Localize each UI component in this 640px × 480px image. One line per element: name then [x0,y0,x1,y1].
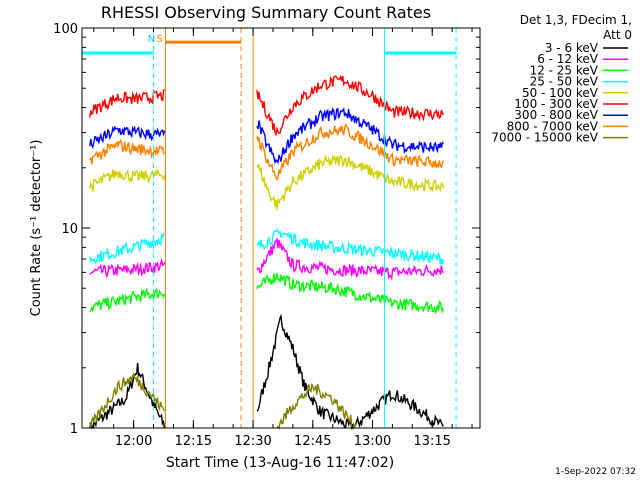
legend-label: 7000 - 15000 keV [491,131,598,145]
series-12-25-kev [89,273,445,315]
series-trace-segment [256,227,445,265]
x-axis-label: Start Time (13-Aug-16 11:47:02) [166,455,394,471]
annotation-n: N [148,34,155,45]
series-7000-15000-kev [89,372,357,431]
legend-entry-300-800-kev: 300 - 800 keV [514,108,628,122]
series-50-100-kev [89,154,445,210]
footer-date: 1-Sep-2022 07:32 [555,467,636,477]
series-trace-segment [256,123,445,181]
legend-entry-3-6-kev: 3 - 6 keV [545,41,628,55]
series-6-12-kev [89,238,444,281]
x-tick-label: 12:15 [175,434,212,449]
series-trace-segment [89,138,165,165]
legend-label: 3 - 6 keV [545,41,599,55]
annotation-s: S [156,34,162,45]
series-trace-segment [89,89,165,118]
series-trace-segment [256,154,445,210]
series-trace-segment [276,383,357,431]
series-trace-segment [256,106,444,165]
legend-entry-7000-15000-kev: 7000 - 15000 keV [491,131,628,145]
series-trace-segment [89,372,166,429]
x-tick-label: 12:45 [294,434,331,449]
series-trace-segment [256,313,444,431]
legend-header-line-1: Det 1,3, FDecim 1, [520,13,632,27]
series-trace-segment [256,74,445,137]
legend-label: 25 - 50 keV [530,75,599,89]
legend-header-line-2: Att 0 [603,28,632,42]
x-tick-label: 12:30 [234,434,271,449]
legend-entry-12-25-kev: 12 - 25 keV [530,63,628,77]
x-tick-label: 12:00 [115,434,152,449]
legend-label: 12 - 25 keV [530,63,599,77]
legend-entry-50-100-kev: 50 - 100 keV [522,86,628,100]
legend-entry-25-50-kev: 25 - 50 keV [530,75,628,89]
legend-label: 300 - 800 keV [514,108,598,122]
series-800-7000-kev [89,123,445,181]
legend-label: 800 - 7000 keV [507,119,599,133]
legend-entry-100-300-kev: 100 - 300 keV [514,97,628,111]
legend-label: 6 - 12 keV [537,52,599,66]
series-trace-segment [89,287,166,314]
legend-label: 100 - 300 keV [514,97,598,111]
series-25-50-kev [89,227,445,266]
series-trace-segment [256,273,445,315]
series-300-800-kev [89,106,444,165]
series-trace-segment [89,232,166,266]
series-3-6-kev [89,313,444,431]
y-tick-label: 1 [70,422,78,437]
x-tick-label: 13:00 [354,434,391,449]
legend-label: 50 - 100 keV [522,86,599,100]
series-trace-segment [89,125,166,149]
series-trace-segment [89,169,166,192]
legend-entry-6-12-kev: 6 - 12 keV [537,52,628,66]
y-axis-label: Count Rate (s⁻¹ detector⁻¹) [29,140,44,317]
x-tick-label: 13:15 [413,434,450,449]
series-100-300-kev [89,74,445,137]
plot-frame [81,27,481,429]
series-trace-segment [89,362,166,429]
series-trace-segment [256,238,444,281]
series-layer [89,74,445,431]
series-trace-segment [89,257,166,279]
axis-layer: 12:00 12:15 12:30 12:45 13:00 13:15 1 10 100 [53,22,480,449]
y-tick-label: 10 [61,222,78,237]
chart-title: RHESSI Observing Summary Count Rates [101,3,431,22]
y-tick-label: 100 [53,22,78,37]
legend-entry-800-7000-kev: 800 - 7000 keV [507,119,628,133]
